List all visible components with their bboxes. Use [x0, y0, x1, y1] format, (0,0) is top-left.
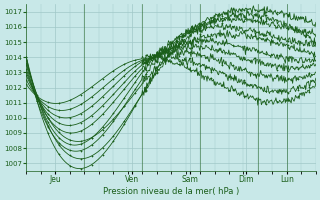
X-axis label: Pression niveau de la mer( hPa ): Pression niveau de la mer( hPa ) [103, 187, 239, 196]
